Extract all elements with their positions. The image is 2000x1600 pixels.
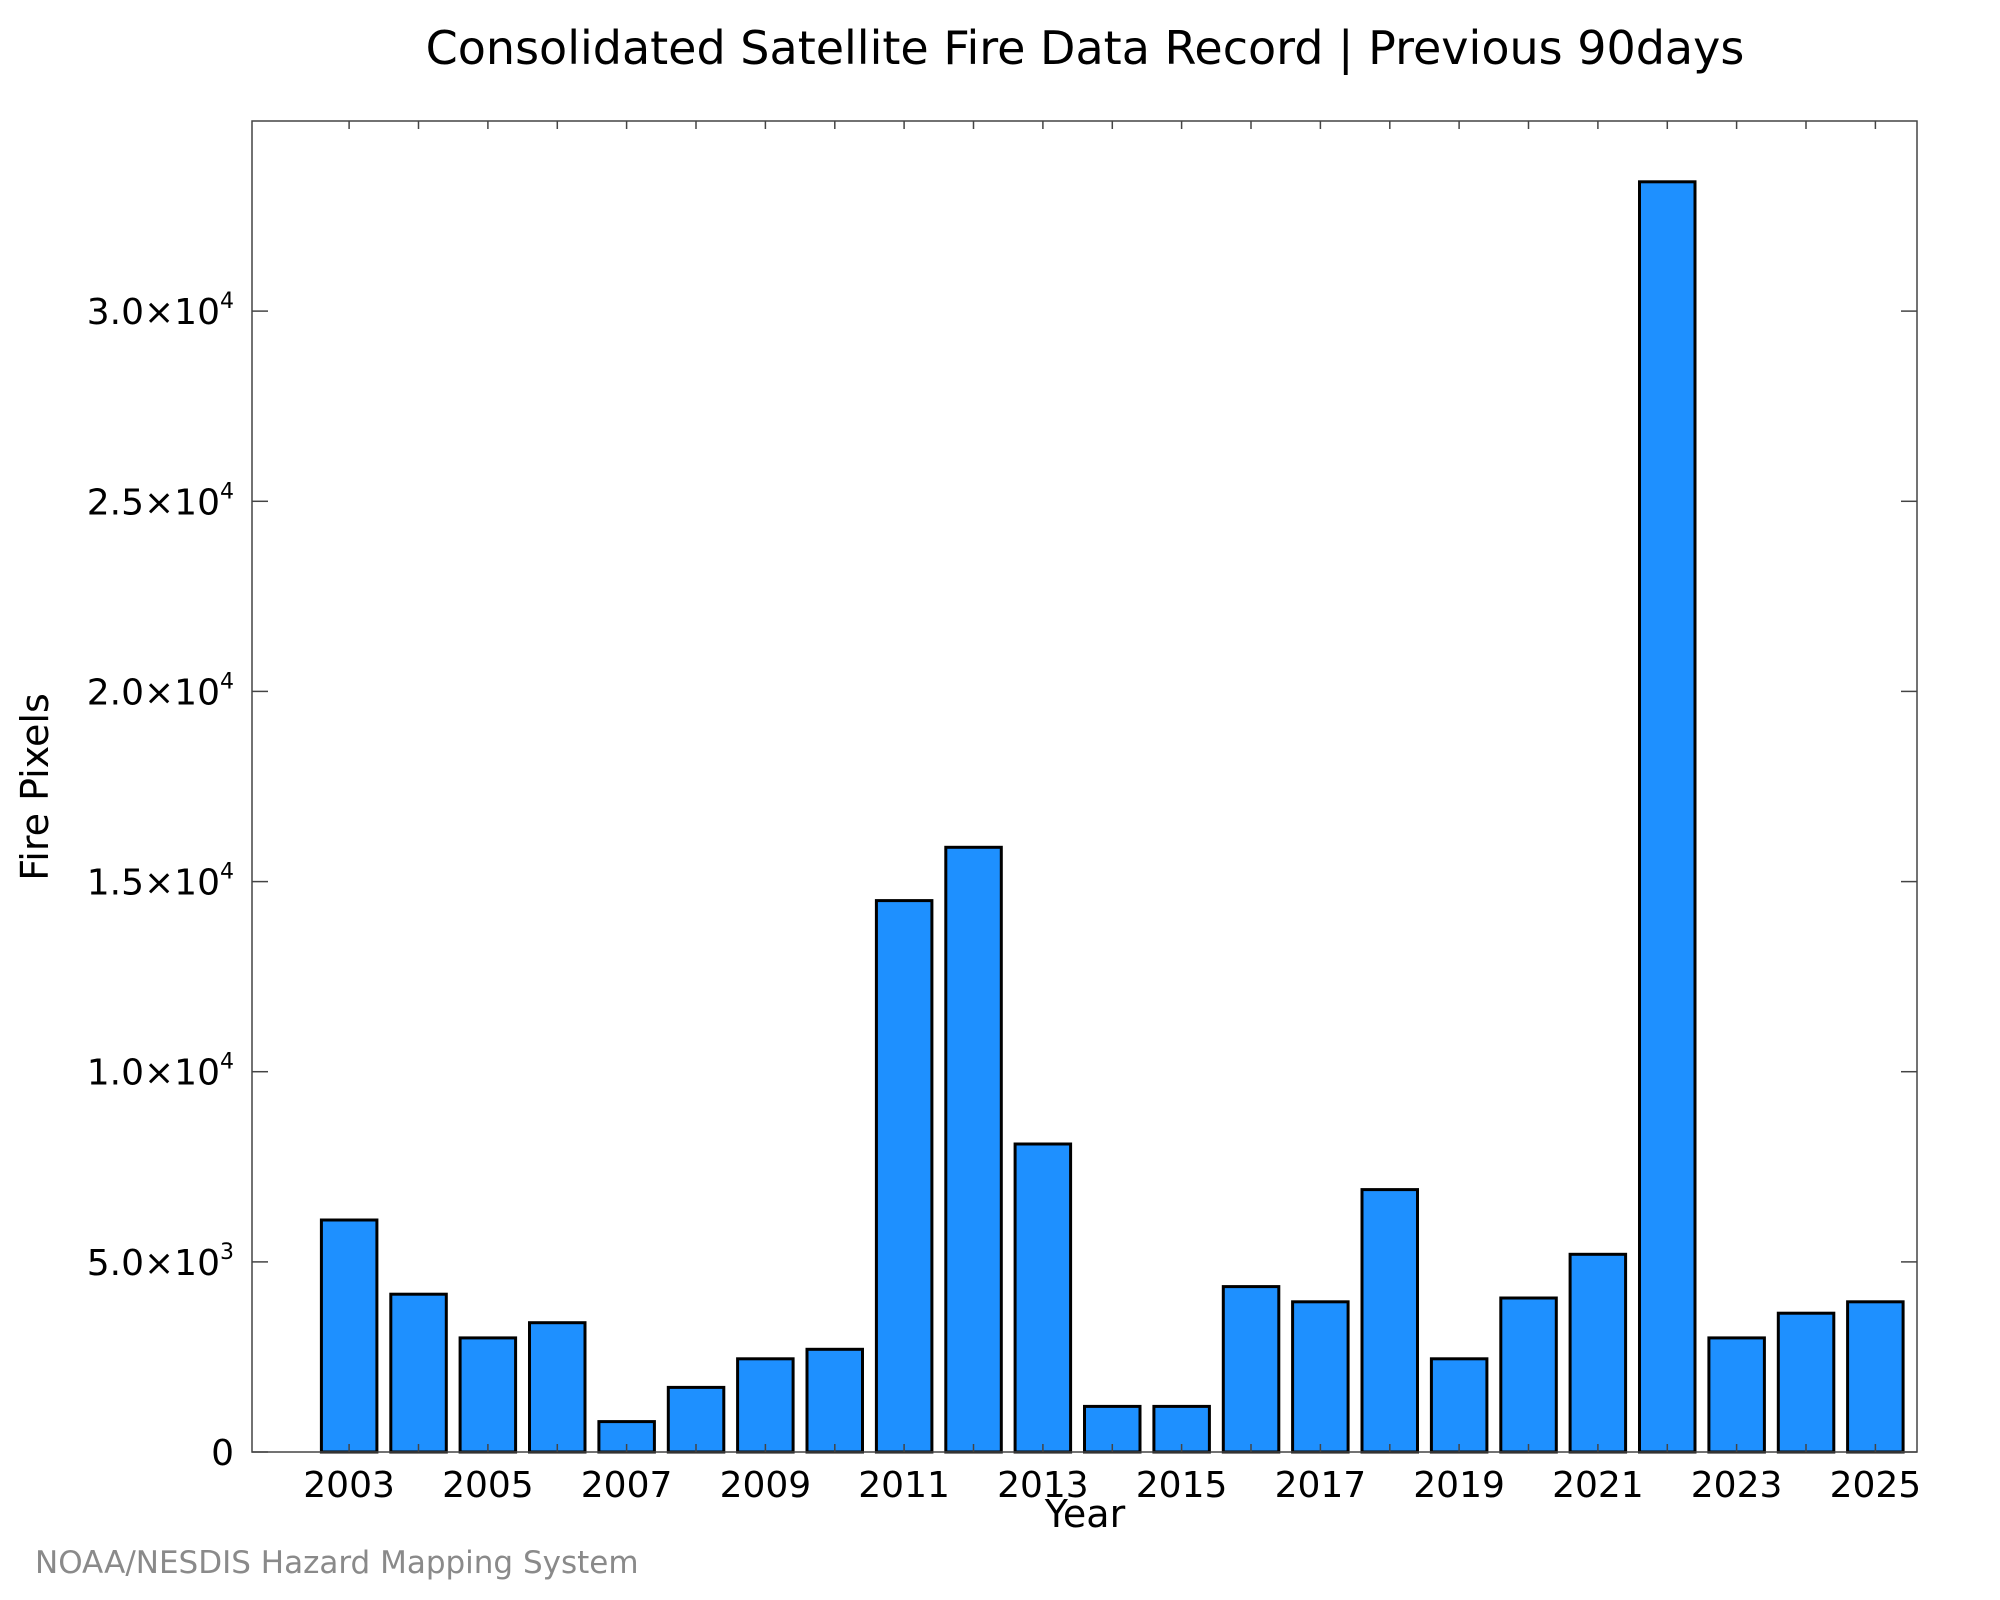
x-tick-label-2011: 2011 (858, 1465, 950, 1506)
bar-2019 (1429, 1357, 1489, 1454)
ticks-group: 2003 2005 2007 2009 2011 2013 2015 2017 2019 2021… (87, 121, 1921, 1506)
bar-2009 (736, 1357, 795, 1454)
bar-2004 (389, 1292, 448, 1454)
bar-2012 (944, 845, 1003, 1454)
bar-2003 (319, 1218, 379, 1454)
x-tick-label-2023: 2023 (1691, 1465, 1783, 1506)
x-tick-label-2025: 2025 (1830, 1465, 1922, 1506)
x-tick-label-2019: 2019 (1413, 1465, 1505, 1506)
bar-2023 (1707, 1336, 1766, 1454)
bar-2010 (805, 1347, 864, 1454)
x-tick-label-2009: 2009 (720, 1465, 812, 1506)
y-tick-label-30000: 3.0×104 (87, 289, 234, 333)
y-tick-label-0: 0 (211, 1433, 234, 1474)
bar-2008 (666, 1385, 726, 1454)
y-tick-label-5000: 5.0×103 (87, 1240, 234, 1284)
plot-frame (251, 120, 1918, 1453)
x-tick-label-2021: 2021 (1552, 1465, 1644, 1506)
bar-2007 (597, 1420, 656, 1454)
bar-2011 (874, 899, 934, 1454)
x-axis-label: Year (1044, 1492, 1126, 1536)
bar-2022 (1638, 180, 1697, 1454)
y-tick-label-10000: 1.0×104 (87, 1050, 234, 1094)
x-tick-label-2005: 2005 (442, 1465, 534, 1506)
bar-2016 (1221, 1285, 1281, 1454)
y-tick-label-25000: 2.5×104 (87, 479, 234, 523)
credit-text: NOAA/NESDIS Hazard Mapping System (35, 1545, 639, 1581)
bar-2006 (528, 1321, 587, 1454)
bar-2025 (1846, 1300, 1905, 1454)
bar-2021 (1568, 1252, 1628, 1454)
x-tick-label-2013: 2013 (997, 1465, 1089, 1506)
bar-2013 (1013, 1142, 1073, 1454)
y-tick-label-20000: 2.0×104 (87, 669, 234, 713)
y-axis-label: Fire Pixels (13, 693, 57, 881)
y-tick-label-15000: 1.5×104 (87, 860, 234, 904)
x-tick-label-2007: 2007 (581, 1465, 673, 1506)
bars-group (319, 180, 1905, 1454)
x-tick-label-2017: 2017 (1275, 1465, 1367, 1506)
bar-2005 (458, 1336, 518, 1454)
x-tick-label-2003: 2003 (303, 1465, 395, 1506)
bar-2018 (1360, 1188, 1419, 1454)
bar-2017 (1291, 1300, 1350, 1454)
chart-title: Consolidated Satellite Fire Data Record … (426, 21, 1745, 76)
x-tick-label-2015: 2015 (1136, 1465, 1228, 1506)
bar-2020 (1499, 1296, 1558, 1454)
bar-2024 (1776, 1311, 1836, 1454)
